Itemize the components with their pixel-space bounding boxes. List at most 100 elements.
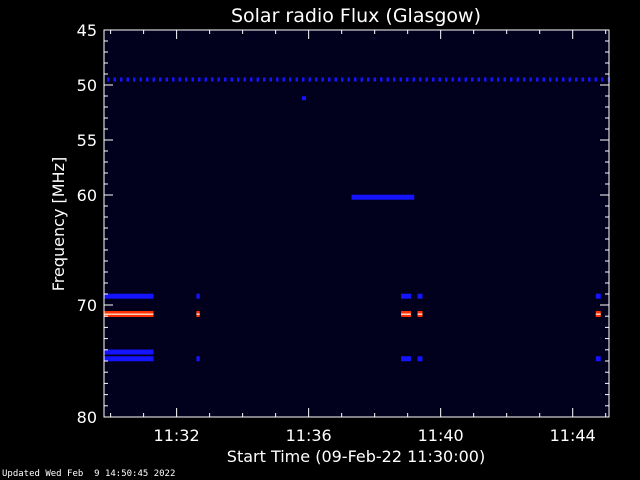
- emission-dash: [172, 77, 175, 82]
- emission-band-low: [417, 356, 423, 362]
- plot-frame: [103, 29, 610, 418]
- emission-dash: [601, 77, 604, 82]
- emission-dash: [471, 77, 474, 82]
- x-tick-label: 11:32: [154, 426, 200, 445]
- x-tick-label: 11:36: [286, 426, 332, 445]
- emission-dash: [191, 77, 194, 82]
- emission-band-low: [104, 349, 154, 355]
- plot-area: [103, 29, 610, 418]
- emission-dash: [198, 77, 201, 82]
- emission-dash: [334, 77, 337, 82]
- emission-dash: [373, 77, 376, 82]
- emission-dash: [510, 77, 513, 82]
- emission-dash: [107, 77, 110, 82]
- emission-dash: [321, 77, 324, 82]
- y-tick-label: 70: [77, 296, 97, 315]
- emission-dash: [224, 77, 227, 82]
- emission-dash: [451, 77, 454, 82]
- emission-dash: [295, 77, 298, 82]
- plot-background: [104, 30, 609, 417]
- emission-band-low: [401, 356, 411, 362]
- emission-dash: [464, 77, 467, 82]
- emission-dash: [217, 77, 220, 82]
- emission-dash: [562, 77, 565, 82]
- emission-dash: [568, 77, 571, 82]
- emission-dash: [178, 77, 181, 82]
- emission-dash: [146, 77, 149, 82]
- emission-dash: [438, 77, 441, 82]
- emission-dash: [406, 77, 409, 82]
- emission-band-low: [595, 356, 601, 362]
- emission-dash: [445, 77, 448, 82]
- emission-dash: [269, 77, 272, 82]
- emission-band-peak: [104, 313, 154, 315]
- y-tick-label: 50: [77, 76, 97, 95]
- emission-dash: [126, 77, 129, 82]
- emission-dash: [367, 77, 370, 82]
- emission-dash: [276, 77, 279, 82]
- emission-band-low: [351, 194, 415, 200]
- emission-dash: [588, 77, 591, 82]
- update-timestamp: Updated Wed Feb 9 14:50:45 2022: [2, 469, 176, 479]
- emission-band-low: [401, 293, 411, 299]
- emission-features: [104, 77, 610, 362]
- x-axis: 11:32 11:36 11:40 11:44: [110, 30, 607, 445]
- emission-dash: [516, 77, 519, 82]
- emission-band-peak: [401, 313, 411, 315]
- emission-dash: [165, 77, 168, 82]
- emission-dash: [484, 77, 487, 82]
- chart-title: Solar radio Flux (Glasgow): [231, 5, 481, 27]
- emission-dash: [347, 77, 350, 82]
- y-tick-label: 55: [77, 131, 97, 150]
- emission-band-low: [104, 356, 154, 362]
- emission-dot: [302, 96, 307, 101]
- emission-dash: [477, 77, 480, 82]
- emission-band-dashed: [107, 77, 610, 82]
- emission-dash: [263, 77, 266, 82]
- emission-dash: [549, 77, 552, 82]
- emission-dash: [503, 77, 506, 82]
- emission-dash: [523, 77, 526, 82]
- y-tick-label: 60: [77, 186, 97, 205]
- emission-dash: [159, 77, 162, 82]
- emission-dash: [256, 77, 259, 82]
- emission-dash: [237, 77, 240, 82]
- y-tick-label: 80: [77, 408, 97, 427]
- emission-dash: [432, 77, 435, 82]
- emission-dash: [360, 77, 363, 82]
- emission-dash: [529, 77, 532, 82]
- emission-dash: [250, 77, 253, 82]
- emission-dash: [419, 77, 422, 82]
- emission-dash: [120, 77, 123, 82]
- emission-dash: [282, 77, 285, 82]
- y-tick-label: 45: [77, 21, 97, 40]
- emission-dash: [315, 77, 318, 82]
- emission-band-low: [196, 293, 200, 299]
- x-tick-label: 11:44: [550, 426, 596, 445]
- emission-dash: [594, 77, 597, 82]
- emission-band-low: [595, 293, 601, 299]
- y-axis-label: Frequency [MHz]: [49, 157, 68, 291]
- y-axis: 45 50 55 60 70 80: [77, 21, 609, 427]
- emission-band-low: [104, 293, 154, 299]
- emission-dash: [289, 77, 292, 82]
- emission-dash: [542, 77, 545, 82]
- emission-dash: [211, 77, 214, 82]
- emission-dash: [341, 77, 344, 82]
- emission-dash: [458, 77, 461, 82]
- emission-dash: [497, 77, 500, 82]
- emission-dash: [308, 77, 311, 82]
- emission-dash: [133, 77, 136, 82]
- emission-dash: [575, 77, 578, 82]
- emission-dash: [393, 77, 396, 82]
- emission-dash: [328, 77, 331, 82]
- emission-dash: [386, 77, 389, 82]
- x-tick-label: 11:40: [418, 426, 464, 445]
- emission-band-peak: [196, 313, 200, 315]
- emission-dash: [399, 77, 402, 82]
- emission-dash: [204, 77, 207, 82]
- emission-band-peak: [595, 313, 601, 315]
- emission-dash: [230, 77, 233, 82]
- x-axis-label: Start Time (09-Feb-22 11:30:00): [227, 447, 485, 466]
